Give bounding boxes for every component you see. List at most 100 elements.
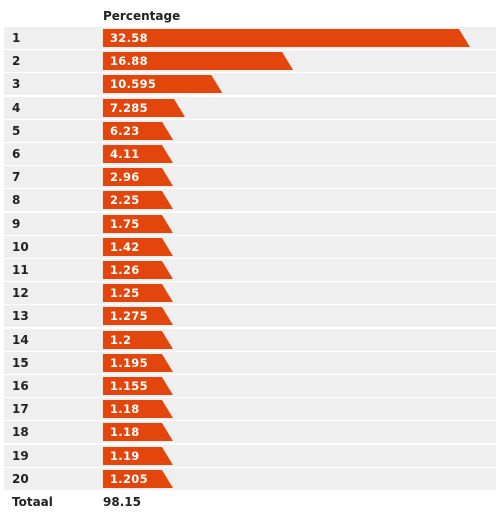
bar-row: 17 1.18 xyxy=(4,398,496,421)
bar-value-label: 1.42 xyxy=(110,239,140,254)
category-label: 16 xyxy=(12,379,29,393)
bar-value-label: 1.19 xyxy=(110,448,140,463)
bar-row: 1 32.58 xyxy=(4,27,496,49)
bar-row: 15 1.195 xyxy=(4,351,496,374)
bar-shape xyxy=(103,121,174,140)
bar-shape xyxy=(103,330,173,349)
bar-row: 5 6.23 xyxy=(4,119,496,142)
bar-polygon xyxy=(103,121,174,140)
bar-row: 10 1.42 xyxy=(4,235,496,258)
bar-shape xyxy=(103,145,173,163)
bar-shape xyxy=(103,377,173,395)
category-label: 6 xyxy=(12,147,21,161)
bar-value-label: 16.88 xyxy=(110,54,148,69)
bar-shape xyxy=(103,214,173,233)
bar-row: 18 1.18 xyxy=(4,421,496,444)
bar-shape xyxy=(103,423,173,442)
bar-value-label: 32.58 xyxy=(110,31,148,45)
bar-shape xyxy=(103,353,173,372)
column-header: Percentage xyxy=(103,9,181,23)
bar: 1.2 xyxy=(103,330,173,349)
bar: 10.595 xyxy=(103,75,223,94)
bar-polygon xyxy=(103,261,173,279)
total-row: Totaal 98.15 xyxy=(4,491,496,513)
bar-shape xyxy=(103,261,173,279)
bar-row: 19 1.19 xyxy=(4,444,496,467)
bar: 16.88 xyxy=(103,52,294,71)
bar-shape xyxy=(103,284,173,303)
bar-row: 8 2.25 xyxy=(4,189,496,212)
category-label: 9 xyxy=(12,216,21,231)
bar-value-label: 2.96 xyxy=(110,170,140,185)
bar: 1.18 xyxy=(103,423,173,442)
category-label: 17 xyxy=(12,402,29,417)
bar-polygon xyxy=(103,377,173,395)
category-label: 11 xyxy=(12,263,29,277)
category-label: 12 xyxy=(12,286,29,301)
bar-row: 7 2.96 xyxy=(4,166,496,189)
bar-row: 11 1.26 xyxy=(4,259,496,281)
bar-value-label: 1.26 xyxy=(110,263,140,277)
category-label: 14 xyxy=(12,332,29,347)
bar-value-label: 1.275 xyxy=(110,309,148,324)
bar-polygon xyxy=(103,423,173,442)
category-label: 3 xyxy=(12,77,21,92)
total-value: 98.15 xyxy=(103,495,141,509)
bar-shape xyxy=(103,168,173,187)
category-label: 13 xyxy=(12,309,29,324)
category-label: 1 xyxy=(12,31,21,45)
category-label: 15 xyxy=(12,355,29,370)
bar-row: 16 1.155 xyxy=(4,375,496,397)
bar-chart: Percentage 1 32.58 2 16.88 3 10.595 4 7.285 5 6.2… xyxy=(4,4,496,515)
bar-value-label: 10.595 xyxy=(110,77,157,92)
bar-value-label: 1.18 xyxy=(110,402,140,417)
bar-polygon xyxy=(103,191,173,210)
bar: 1.195 xyxy=(103,353,173,372)
category-label: 10 xyxy=(12,239,29,254)
bar-polygon xyxy=(103,29,470,47)
bar-value-label: 1.18 xyxy=(110,425,140,440)
bar-value-label: 7.285 xyxy=(110,100,148,115)
bar-polygon xyxy=(103,145,173,163)
bar-polygon xyxy=(103,98,186,117)
bar: 7.285 xyxy=(103,98,186,117)
bar-value-label: 2.25 xyxy=(110,193,140,208)
bar-shape xyxy=(103,400,173,419)
bar-row: 4 7.285 xyxy=(4,96,496,119)
bar-value-label: 1.2 xyxy=(110,332,132,347)
bar-shape xyxy=(103,446,173,465)
bar-shape xyxy=(103,469,173,488)
bar: 32.58 xyxy=(103,29,470,47)
category-label: 20 xyxy=(12,471,29,486)
bar: 6.23 xyxy=(103,121,174,140)
category-label: 18 xyxy=(12,425,29,440)
bar: 1.25 xyxy=(103,284,173,303)
bar: 2.96 xyxy=(103,168,173,187)
category-label: 8 xyxy=(12,193,21,208)
bar-value-label: 6.23 xyxy=(110,123,140,138)
bar-polygon xyxy=(103,446,173,465)
bar-row: 14 1.2 xyxy=(4,328,496,351)
bar-shape xyxy=(103,52,294,71)
bar-row: 20 1.205 xyxy=(4,467,496,490)
bar-shape xyxy=(103,237,173,256)
bar-polygon xyxy=(103,353,173,372)
bar-row: 2 16.88 xyxy=(4,50,496,73)
bar-polygon xyxy=(103,237,173,256)
bar-value-label: 4.11 xyxy=(110,147,140,161)
bar: 1.75 xyxy=(103,214,173,233)
bar: 1.205 xyxy=(103,469,173,488)
bar-row: 13 1.275 xyxy=(4,305,496,328)
bar: 1.18 xyxy=(103,400,173,419)
bar-row: 6 4.11 xyxy=(4,143,496,165)
bar-polygon xyxy=(103,307,173,326)
bar-value-label: 1.25 xyxy=(110,286,140,301)
bar-shape xyxy=(103,29,470,47)
category-label: 19 xyxy=(12,448,29,463)
bar: 1.275 xyxy=(103,307,173,326)
category-label: 5 xyxy=(12,123,21,138)
bar-polygon xyxy=(103,52,294,71)
bar-row: 3 10.595 xyxy=(4,73,496,96)
bar-row: 12 1.25 xyxy=(4,282,496,305)
bar-polygon xyxy=(103,469,173,488)
